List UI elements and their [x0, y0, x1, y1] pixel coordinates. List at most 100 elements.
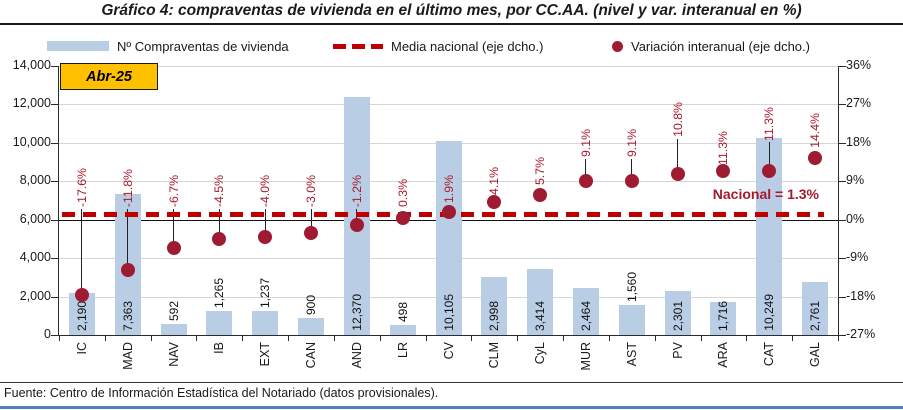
category-label-CAN: CAN — [304, 342, 319, 369]
bottom-border — [0, 406, 903, 409]
title-divider — [0, 23, 903, 25]
label-connector-line — [218, 208, 220, 235]
label-connector-line — [768, 142, 770, 168]
left-axis-tick — [51, 104, 59, 106]
data-point-CyL — [533, 188, 548, 203]
data-point-CV — [441, 204, 456, 219]
bar-value-label: 2,301 — [670, 300, 685, 331]
x-axis-tick — [471, 335, 473, 341]
left-axis-tick-label: 8,000 — [19, 173, 51, 188]
label-connector-line — [264, 208, 266, 233]
bar-EXT — [252, 311, 279, 335]
category-label-GAL: GAL — [808, 342, 823, 368]
left-axis-tick — [51, 219, 59, 221]
data-point-ARA — [716, 164, 731, 179]
x-axis-tick — [379, 335, 381, 341]
bar-PV — [664, 290, 691, 335]
right-axis-tick — [838, 66, 846, 67]
left-axis-tick-label: 0 — [44, 327, 51, 341]
variation-label-ARA: 11.3% — [716, 130, 731, 165]
variation-label-MUR: 9.1% — [578, 128, 593, 157]
legend-label-variacion: Variación interanual (eje dcho.) — [631, 38, 810, 54]
bar-value-label: 900 — [304, 294, 319, 315]
bar-value-label: 1,237 — [258, 278, 273, 309]
x-axis-tick — [333, 335, 335, 341]
category-label-CyL: CyL — [533, 342, 548, 365]
period-badge: Abr-25 — [60, 63, 158, 90]
bar-value-label: 2,464 — [578, 300, 593, 331]
bar-MUR — [572, 287, 599, 335]
legend-item-compraventas: Nº Compraventas de vivienda — [47, 37, 289, 55]
right-axis-tick — [838, 335, 846, 336]
chart-title: Gráfico 4: compraventas de vivienda en e… — [101, 2, 802, 19]
category-label-PV: PV — [670, 342, 685, 359]
left-axis-tick — [51, 335, 59, 336]
category-label-CV: CV — [441, 342, 456, 360]
left-axis-tick — [51, 181, 59, 183]
variation-label-PV: 10.8% — [670, 101, 685, 137]
left-axis-tick-label: 6,000 — [19, 211, 51, 226]
bar-series-swatch-icon — [47, 41, 109, 51]
variation-label-CLM: 4.1% — [487, 167, 502, 196]
variation-label-GAL: 14.4% — [808, 113, 823, 149]
category-label-IB: IB — [212, 342, 227, 354]
x-axis-tick — [608, 335, 610, 341]
variation-label-LR: 0.3% — [395, 179, 410, 208]
label-connector-line — [677, 138, 679, 170]
right-axis-tick-label: 9% — [846, 173, 865, 188]
right-axis-tick-label: 18% — [846, 134, 872, 149]
bar-value-label: 3,414 — [533, 300, 548, 331]
bar-CLM — [481, 277, 508, 335]
x-axis-tick — [242, 335, 244, 341]
label-connector-line — [127, 208, 129, 267]
bar-CyL — [527, 269, 554, 335]
bar-value-label: 10,105 — [441, 294, 456, 331]
x-axis-tick — [563, 335, 565, 341]
variation-label-CyL: 5.7% — [533, 157, 548, 186]
variation-label-IB: -4.5% — [212, 174, 227, 207]
bar-value-label: 498 — [395, 302, 410, 323]
bar-IB — [206, 310, 233, 335]
dot-swatch-icon — [612, 40, 623, 52]
left-axis-tick — [51, 142, 59, 144]
x-axis-tick — [59, 335, 60, 341]
bar-value-label: 12,370 — [349, 294, 364, 331]
data-point-AND — [349, 217, 364, 232]
data-point-IB — [212, 231, 227, 246]
category-label-EXT: EXT — [258, 342, 273, 367]
bar-AST — [618, 305, 645, 335]
x-axis-tick — [746, 335, 748, 341]
bar-value-label: 1,265 — [212, 277, 227, 308]
right-axis-tick — [838, 258, 846, 260]
right-axis-tick — [838, 104, 846, 106]
right-axis-tick-label: 36% — [846, 58, 872, 72]
category-label-ARA: ARA — [716, 342, 731, 368]
x-axis-tick — [700, 335, 702, 341]
bar-value-label: 1,716 — [716, 300, 731, 331]
data-point-MAD — [120, 263, 135, 278]
variation-label-MAD: -11.8% — [120, 168, 135, 207]
legend-item-media-nacional: Media nacional (eje dcho.) — [333, 37, 543, 55]
bar-value-label: 2,761 — [808, 300, 823, 331]
variation-label-EXT: -4.0% — [258, 174, 273, 207]
data-point-CAT — [762, 164, 777, 179]
left-axis-tick — [51, 258, 59, 260]
bar-NAV — [160, 323, 187, 335]
label-connector-line — [173, 208, 175, 245]
x-axis-tick — [517, 335, 519, 341]
variation-label-CAN: -3.0% — [304, 174, 319, 207]
variation-label-AND: -1.2% — [349, 174, 364, 207]
variation-label-CAT: 11.3% — [762, 106, 777, 141]
left-axis-tick-label: 10,000 — [12, 134, 51, 149]
legend-item-variacion: Variación interanual (eje dcho.) — [612, 37, 810, 55]
right-axis-tick-label: 0% — [846, 211, 865, 226]
bar-ARA — [710, 302, 737, 335]
bar-GAL — [802, 281, 829, 335]
left-axis-tick — [51, 296, 59, 298]
left-axis-tick-label: 4,000 — [19, 250, 51, 265]
category-label-AST: AST — [624, 342, 639, 367]
data-point-AST — [624, 173, 639, 188]
gridline — [59, 66, 838, 67]
right-axis-tick — [838, 296, 846, 298]
